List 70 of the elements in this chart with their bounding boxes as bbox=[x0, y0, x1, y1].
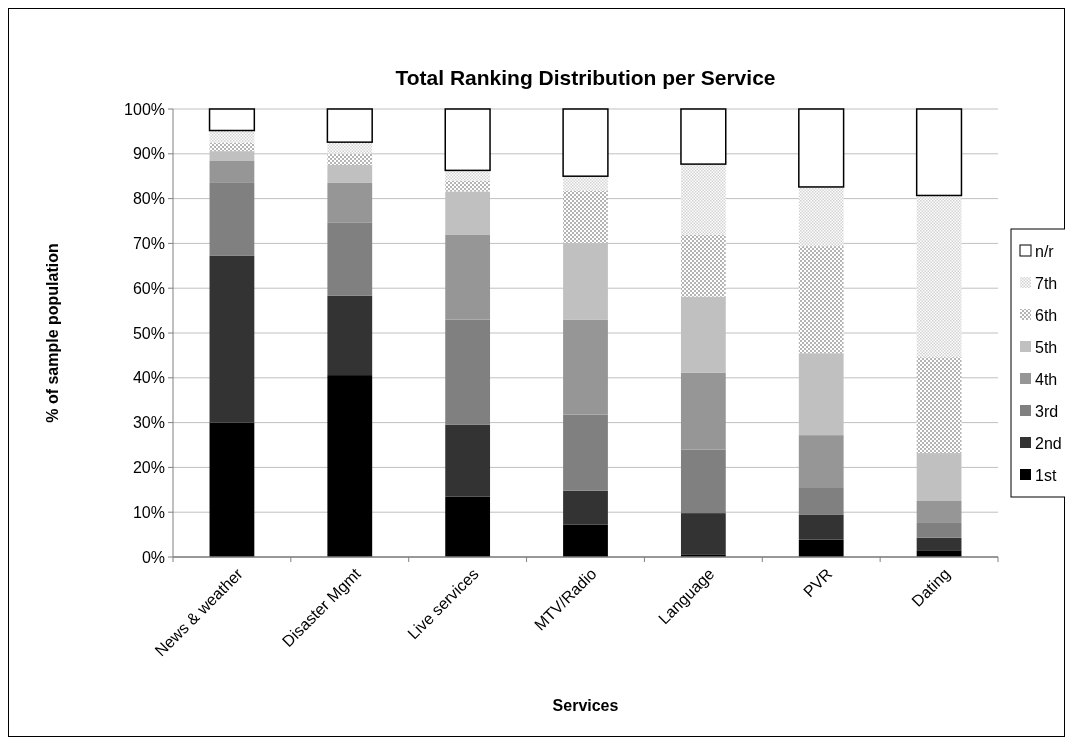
bar bbox=[327, 295, 373, 376]
legend-label: 7th bbox=[1035, 274, 1058, 292]
bar bbox=[680, 164, 726, 235]
bar bbox=[798, 186, 844, 247]
bar bbox=[445, 234, 491, 320]
legend-label: n/r bbox=[1035, 242, 1055, 260]
y-tick-label: 10% bbox=[132, 503, 165, 521]
bar bbox=[798, 514, 844, 540]
y-tick-label: 100% bbox=[124, 100, 165, 118]
bar bbox=[327, 182, 373, 223]
bar bbox=[208, 108, 256, 132]
bar bbox=[916, 537, 962, 551]
bar bbox=[798, 539, 844, 557]
bar bbox=[209, 160, 255, 183]
bar bbox=[680, 372, 726, 450]
bar bbox=[445, 170, 491, 181]
bar bbox=[563, 490, 608, 525]
legend-label: 2nd bbox=[1035, 434, 1062, 452]
bar bbox=[445, 319, 491, 425]
bar bbox=[444, 108, 491, 172]
bar bbox=[916, 195, 962, 358]
y-tick-label: 70% bbox=[132, 235, 165, 252]
bar bbox=[915, 108, 963, 197]
bar bbox=[326, 108, 373, 143]
y-tick-label: 60% bbox=[132, 279, 165, 297]
y-tick-label: 50% bbox=[132, 324, 165, 342]
y-axis-title: % of sample population bbox=[44, 243, 61, 423]
bar bbox=[798, 435, 844, 489]
bar bbox=[209, 130, 255, 143]
legend-label: 5th bbox=[1035, 338, 1058, 356]
legend-label: 4th bbox=[1035, 370, 1058, 388]
bar bbox=[916, 357, 962, 454]
legend-label: 3rd bbox=[1035, 402, 1059, 420]
chart-title: Total Ranking Distribution per Service bbox=[395, 66, 776, 89]
bar bbox=[327, 142, 373, 154]
y-tick-label: 90% bbox=[132, 145, 165, 163]
y-tick-label: 30% bbox=[132, 414, 165, 432]
x-axis-title: Services bbox=[552, 697, 619, 714]
bar bbox=[680, 449, 726, 514]
bar bbox=[209, 255, 255, 423]
bar bbox=[680, 234, 726, 297]
bar bbox=[209, 422, 255, 557]
legend-label: 6th bbox=[1035, 306, 1058, 324]
y-tick-label: 80% bbox=[132, 190, 165, 208]
bar bbox=[445, 180, 491, 192]
bar bbox=[563, 176, 608, 191]
bar bbox=[327, 375, 373, 557]
bar bbox=[798, 246, 844, 354]
y-tick-label: 20% bbox=[132, 459, 165, 476]
bar bbox=[563, 190, 608, 243]
bar bbox=[445, 496, 491, 557]
bar bbox=[327, 222, 373, 296]
bar bbox=[916, 501, 962, 523]
bar bbox=[327, 153, 373, 165]
bar bbox=[563, 524, 608, 557]
bar bbox=[798, 108, 845, 188]
y-tick-label: 0% bbox=[141, 548, 165, 566]
bar bbox=[798, 488, 844, 515]
bar bbox=[563, 414, 608, 491]
bar bbox=[680, 513, 726, 555]
legend-label: 1st bbox=[1035, 466, 1057, 484]
bar bbox=[327, 165, 373, 183]
bar bbox=[562, 108, 609, 177]
bar bbox=[680, 108, 727, 165]
bar bbox=[563, 319, 608, 415]
bar bbox=[209, 142, 255, 152]
bar bbox=[209, 182, 255, 256]
bar bbox=[445, 424, 491, 497]
y-tick-label: 40% bbox=[132, 369, 165, 387]
bar bbox=[916, 522, 962, 538]
